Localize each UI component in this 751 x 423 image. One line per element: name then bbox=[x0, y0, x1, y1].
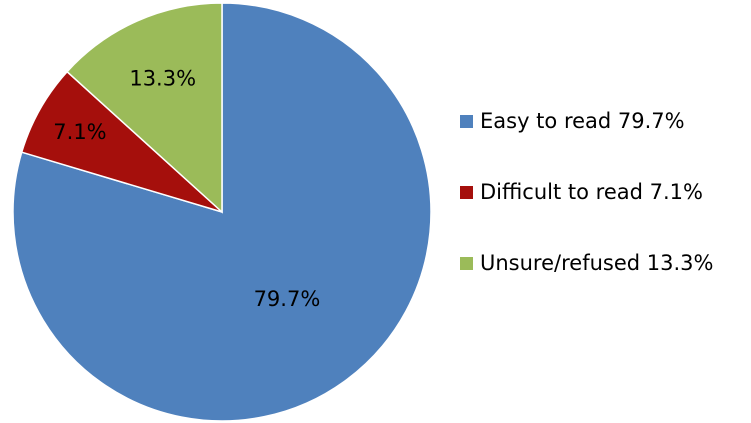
legend-swatch-unsure bbox=[460, 256, 473, 270]
legend-item-easy: Easy to read 79.7% bbox=[460, 108, 713, 134]
slice-label-difficult: 7.1% bbox=[53, 120, 106, 144]
pie-labels: 79.7% 7.1% 13.3% bbox=[53, 66, 320, 311]
legend-swatch-easy bbox=[460, 114, 473, 128]
pie-slice-unsure bbox=[66, 2, 223, 214]
legend-swatch-difficult bbox=[460, 185, 473, 199]
pie-slice-easy bbox=[12, 2, 432, 422]
legend-item-unsure: Unsure/refused 13.3% bbox=[460, 250, 713, 276]
legend-label-difficult: Difficult to read 7.1% bbox=[480, 180, 703, 204]
pie-chart-svg: 79.7% 7.1% 13.3% bbox=[12, 2, 432, 422]
pie-slices bbox=[12, 2, 432, 422]
legend-label-unsure: Unsure/refused 13.3% bbox=[480, 251, 714, 275]
legend-item-difficult: Difficult to read 7.1% bbox=[460, 179, 713, 205]
slice-label-easy: 79.7% bbox=[254, 287, 321, 311]
chart-legend: Easy to read 79.7% Difficult to read 7.1… bbox=[460, 108, 713, 321]
legend-label-easy: Easy to read 79.7% bbox=[480, 109, 685, 133]
slice-label-unsure: 13.3% bbox=[129, 66, 196, 90]
